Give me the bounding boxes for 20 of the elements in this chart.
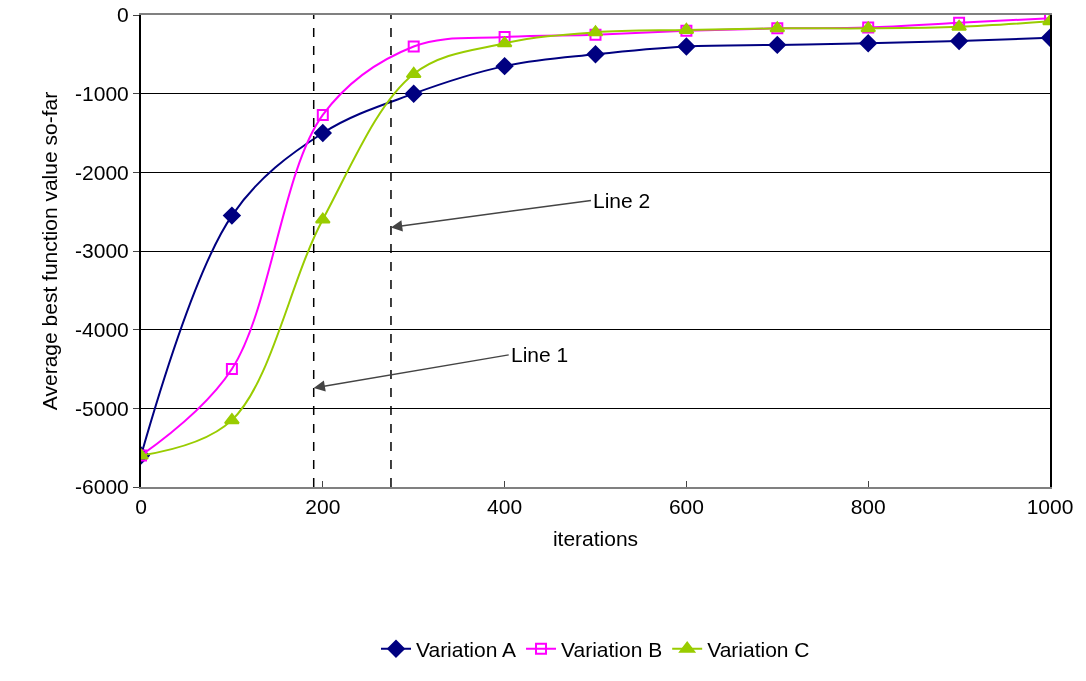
- y-tick-label: -4000: [75, 318, 129, 342]
- legend-label: Variation A: [416, 637, 517, 661]
- ref-line-label: Line 2: [593, 189, 651, 212]
- y-tick-label: -3000: [75, 239, 129, 263]
- x-axis-title: iterations: [552, 526, 639, 550]
- x-tick-label: 600: [668, 495, 704, 519]
- y-tick-label: -1000: [75, 82, 129, 106]
- y-tick-label: -6000: [75, 475, 129, 499]
- x-tick-label: 200: [305, 495, 341, 519]
- ref-line-label: Line 1: [511, 343, 569, 366]
- legend-label: Variation C: [707, 637, 810, 661]
- x-tick-label: 0: [135, 495, 147, 519]
- y-tick-label: -2000: [75, 160, 129, 184]
- y-tick-label: -5000: [75, 396, 129, 420]
- y-axis-title: Average best function value so-far: [37, 91, 61, 411]
- x-tick-label: 400: [487, 495, 523, 519]
- y-tick-label: 0: [117, 3, 129, 27]
- x-tick-label: 800: [850, 495, 886, 519]
- x-tick-label: 1000: [1026, 495, 1074, 519]
- legend-label: Variation B: [561, 637, 663, 661]
